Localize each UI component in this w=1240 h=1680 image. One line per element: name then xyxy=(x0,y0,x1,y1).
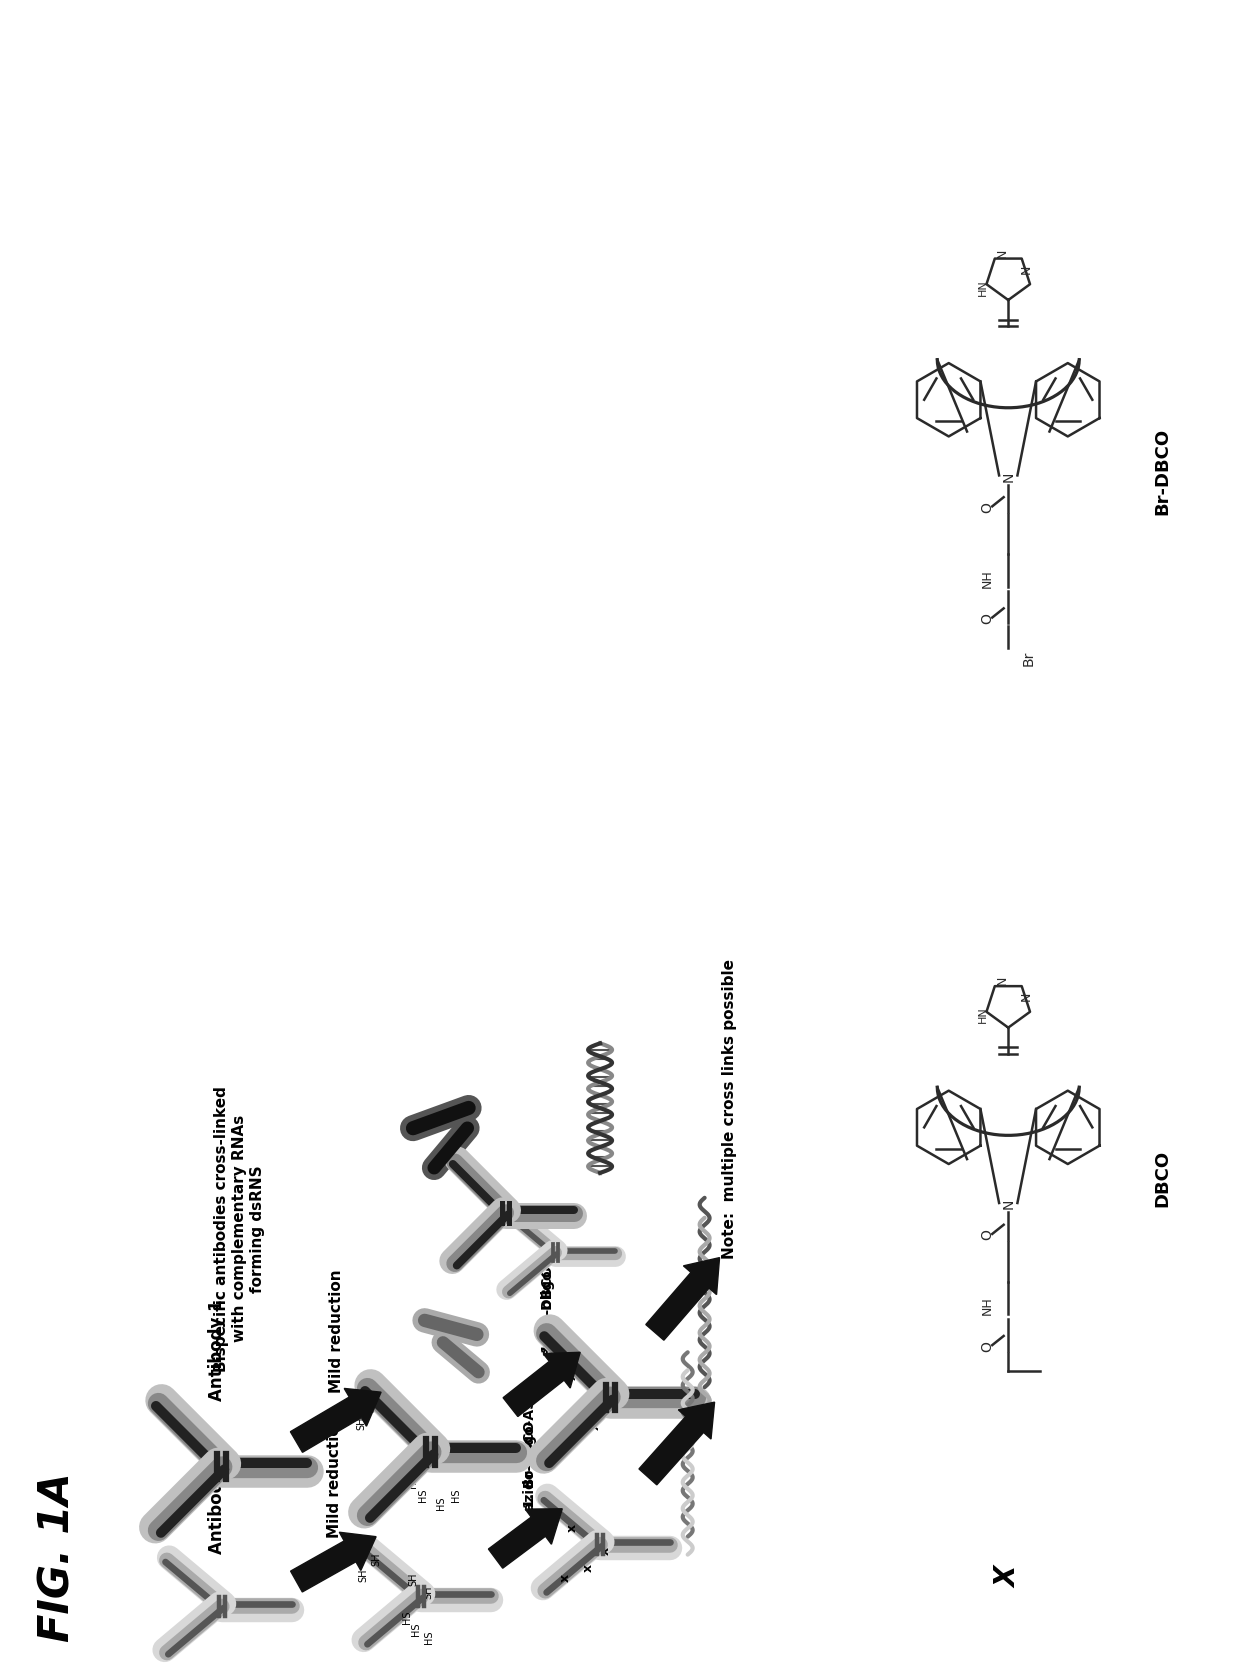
Text: Mild reduction: Mild reduction xyxy=(327,1413,342,1537)
Text: Note:  multiple cross links possible: Note: multiple cross links possible xyxy=(722,959,737,1258)
Text: O: O xyxy=(981,1341,994,1351)
Text: SH: SH xyxy=(415,1421,425,1435)
Text: Bispecific antibodies cross-linked: Bispecific antibodies cross-linked xyxy=(215,1085,229,1371)
Text: NH: NH xyxy=(981,1295,994,1314)
Polygon shape xyxy=(489,1509,562,1567)
Text: SH: SH xyxy=(371,1552,381,1566)
Text: X: X xyxy=(994,1566,1022,1588)
Text: Antibody 2: Antibody 2 xyxy=(208,1452,226,1552)
Text: HS: HS xyxy=(410,1621,420,1635)
Text: x: x xyxy=(565,1371,579,1379)
Text: x: x xyxy=(582,1562,595,1571)
Text: SH: SH xyxy=(408,1572,418,1586)
Text: x: x xyxy=(549,1509,562,1517)
Text: HN: HN xyxy=(978,1006,988,1023)
Text: HS: HS xyxy=(424,1630,434,1643)
Polygon shape xyxy=(290,1532,376,1593)
Text: x: x xyxy=(549,1354,562,1361)
Text: O: O xyxy=(981,613,994,623)
Text: Antibody 1: Antibody 1 xyxy=(208,1299,226,1401)
Text: SH: SH xyxy=(430,1453,441,1467)
Text: N: N xyxy=(996,974,1009,984)
Text: Mild reduction: Mild reduction xyxy=(329,1268,343,1393)
Text: N: N xyxy=(1021,991,1033,1001)
Polygon shape xyxy=(290,1389,381,1453)
Text: x: x xyxy=(599,1546,611,1554)
Text: 1. Br-DBCO: 1. Br-DBCO xyxy=(523,1420,537,1507)
Text: with complementary RNAs: with complementary RNAs xyxy=(232,1114,247,1342)
Text: HS: HS xyxy=(402,1609,412,1623)
Text: N: N xyxy=(1001,470,1016,480)
Text: 2. azido-oligo-S: 2. azido-oligo-S xyxy=(542,1253,556,1376)
Text: x: x xyxy=(609,1408,621,1416)
Text: Br: Br xyxy=(1022,650,1035,665)
Polygon shape xyxy=(639,1403,714,1485)
Text: FIG. 1A: FIG. 1A xyxy=(36,1472,78,1641)
Text: SH: SH xyxy=(358,1567,368,1581)
Text: x: x xyxy=(565,1522,579,1530)
Text: NH: NH xyxy=(981,570,994,588)
Text: x: x xyxy=(559,1572,572,1581)
Text: 1. Br-DBCO: 1. Br-DBCO xyxy=(542,1265,556,1352)
Text: HS: HS xyxy=(435,1495,446,1509)
Text: HS: HS xyxy=(408,1473,418,1487)
Polygon shape xyxy=(503,1352,580,1416)
Text: Br-DBCO: Br-DBCO xyxy=(1153,427,1172,514)
Text: x: x xyxy=(591,1393,605,1401)
Text: O: O xyxy=(981,1228,994,1240)
Text: x: x xyxy=(589,1421,601,1430)
Text: HS: HS xyxy=(450,1487,461,1500)
Text: 2. azido-oligo-AS: 2. azido-oligo-AS xyxy=(523,1398,537,1530)
Text: N: N xyxy=(1021,264,1033,274)
Text: N: N xyxy=(1001,1198,1016,1208)
Polygon shape xyxy=(646,1258,719,1341)
Text: forming dsRNS: forming dsRNS xyxy=(250,1164,265,1292)
Text: O: O xyxy=(981,502,994,512)
Text: N: N xyxy=(996,249,1009,257)
Text: SH: SH xyxy=(435,1433,446,1446)
Text: HS: HS xyxy=(418,1487,428,1500)
Text: x: x xyxy=(562,1435,574,1443)
Text: SH: SH xyxy=(356,1416,366,1430)
Text: HN: HN xyxy=(978,279,988,296)
Text: DBCO: DBCO xyxy=(1153,1149,1172,1206)
Text: SH: SH xyxy=(424,1584,434,1598)
Text: SH: SH xyxy=(371,1398,381,1411)
